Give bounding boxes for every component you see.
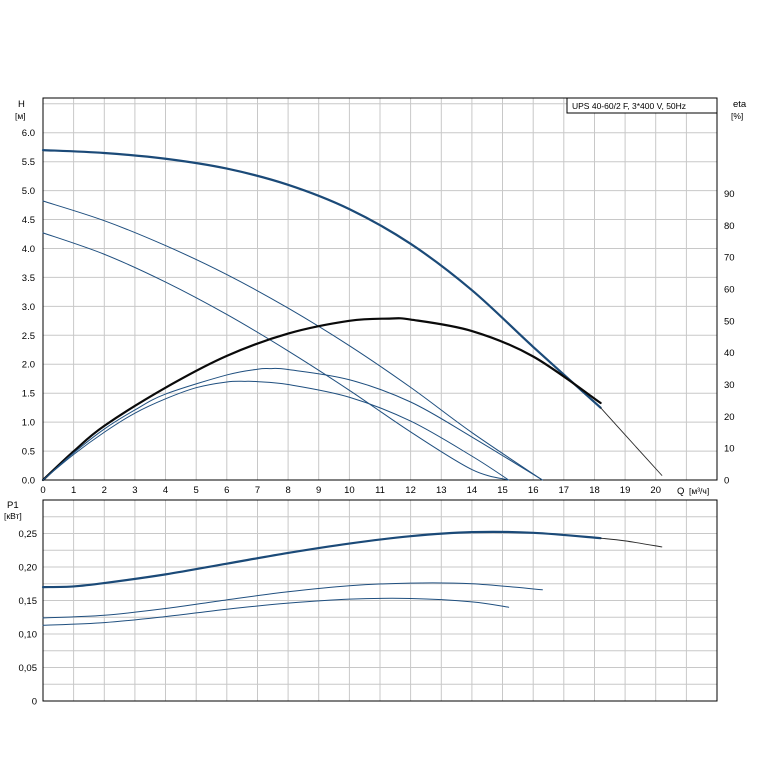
chart-title: UPS 40-60/2 F, 3*400 V, 50Hz [572,101,686,111]
y-tick-label: 3.0 [22,302,35,313]
y-tick-label: 0,15 [19,596,38,607]
y-tick-label: 4.5 [22,215,35,226]
x-tick-label: 1 [71,485,76,496]
efficiency-curve-5 [42,367,543,481]
bottom-plot-frame [42,499,718,702]
y2-axis-label-eta: eta [733,99,747,110]
x-axis-label-q: Q [677,486,684,497]
x-tick-label: 9 [316,485,321,496]
head-and-efficiency-curves [41,148,663,482]
y-tick-label: 1.5 [22,389,35,400]
top-plot-grid [43,98,717,480]
x-axis-unit-q: [м³/ч] [689,486,709,496]
y-tick-label: 1.0 [22,418,35,429]
efficiency-curve-4 [41,317,602,482]
x-tick-label: 11 [375,485,385,496]
power-curve-0 [41,530,602,589]
y2-tick-label: 10 [724,444,735,455]
chart-title-box [566,97,718,114]
y2-axis-unit-eta: [%] [731,111,743,121]
y-tick-label: 3.5 [22,273,35,284]
y2-tick-label: 70 [724,253,735,264]
y-tick-label: 0.5 [22,447,35,458]
y-axis-unit-h: [м] [15,111,26,121]
y-tick-label: 0 [32,697,37,708]
power-curve-3 [42,597,510,626]
y-tick-label: 2.0 [22,360,35,371]
power-curve-2 [42,582,543,619]
y-axis-label-p1: P1 [7,500,19,511]
bottom-plot-grid [43,500,717,701]
y2-tick-label: 20 [724,412,735,423]
y-tick-label: 5.0 [22,186,35,197]
x-tick-label: 15 [497,485,508,496]
head-curve-0 [41,148,602,409]
x-tick-label: 12 [405,485,416,496]
x-tick-label: 20 [650,485,661,496]
x-tick-label: 17 [559,485,570,496]
x-tick-label: 8 [285,485,290,496]
y-tick-label: 0,05 [19,663,38,674]
x-tick-label: 10 [344,485,355,496]
x-tick-label: 18 [589,485,600,496]
x-tick-label: 5 [194,485,199,496]
x-tick-label: 14 [467,485,478,496]
x-tick-label: 3 [132,485,137,496]
y-tick-label: 0.0 [22,476,35,487]
y-tick-label: 0,20 [19,563,38,574]
x-tick-label: 4 [163,485,168,496]
head-curve-1 [600,407,663,476]
y-tick-label: 0,25 [19,529,38,540]
y-tick-label: 0,10 [19,630,38,641]
y2-tick-label: 80 [724,221,735,232]
x-tick-label: 13 [436,485,447,496]
y2-tick-label: 0 [724,476,729,487]
y2-tick-label: 50 [724,316,735,327]
y-tick-label: 2.5 [22,331,35,342]
y-tick-label: 6.0 [22,128,35,139]
y2-tick-label: 30 [724,380,735,391]
y-axis-label-h: H [18,99,25,110]
power-curves [41,530,663,626]
x-tick-label: 7 [255,485,260,496]
y-tick-label: 4.0 [22,244,35,255]
head-curve-3 [42,232,510,481]
top-axis-ticks: 0 1 2 3 4 5 6 7 8 9 10 11 12 13 14 15 16 17 18 19 200.00.51.… [22,128,735,496]
y2-tick-label: 90 [724,189,735,200]
head-curve-2 [42,200,543,481]
x-tick-label: 19 [620,485,631,496]
x-tick-label: 2 [102,485,107,496]
y-tick-label: 5.5 [22,157,35,168]
top-plot-frame [42,97,718,481]
x-tick-label: 0 [40,485,45,496]
y2-tick-label: 40 [724,348,735,359]
power-curve-1 [600,537,663,548]
x-tick-label: 16 [528,485,539,496]
bottom-axis-ticks: 0 0,05 0,10 0,15 0,20 0,25 [19,529,38,708]
y-axis-unit-p1: [кВт] [4,511,22,521]
x-tick-label: 6 [224,485,229,496]
efficiency-curve-6 [42,380,510,481]
y2-tick-label: 60 [724,285,735,296]
